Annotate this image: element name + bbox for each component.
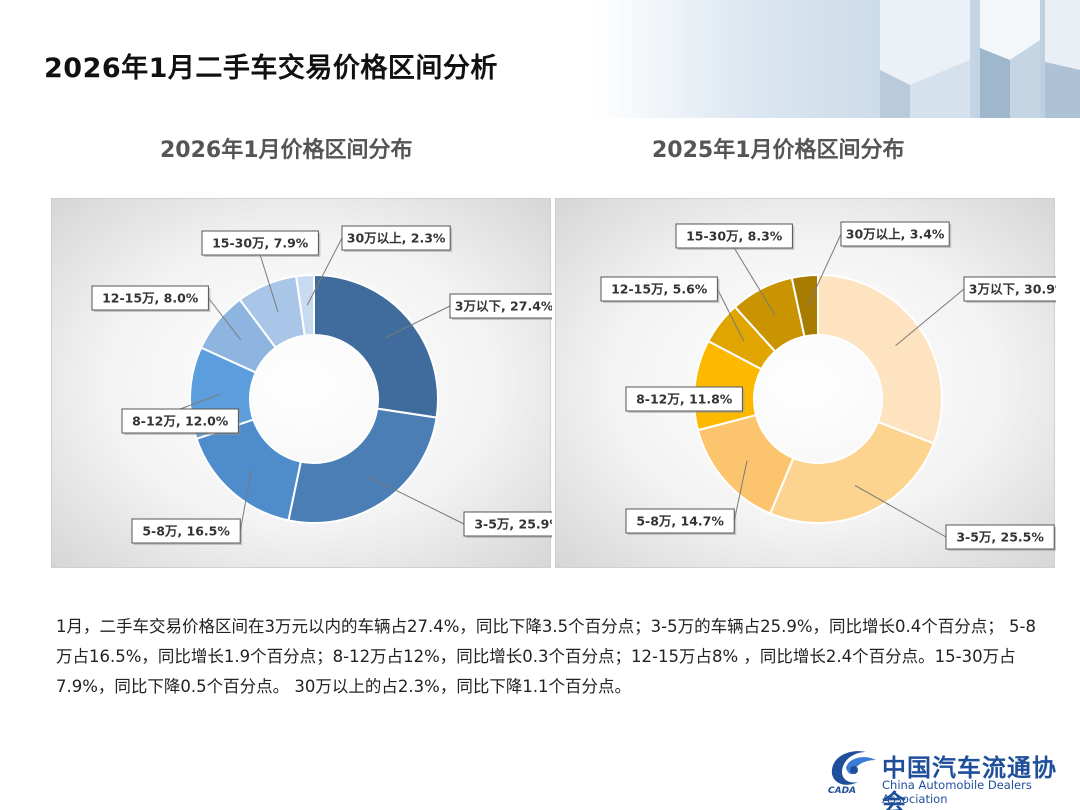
data-label-box-0-6 (341, 225, 451, 251)
page-title: 2026年1月二手车交易价格区间分析 (44, 53, 498, 84)
data-label-0-6: 30万以上, 2.3% (347, 231, 446, 246)
donut-slice-0-0 (313, 273, 439, 419)
data-label-1-6: 30万以上, 3.4% (846, 227, 945, 242)
data-label-box-0-5 (201, 230, 319, 256)
leader-line-1-1 (854, 484, 947, 538)
leader-line-0-1 (367, 475, 465, 525)
data-label-box-1-0 (963, 276, 1056, 302)
header-band: 2026年1月二手车交易价格区间分析 (0, 0, 1080, 118)
donut-slice-1-0 (817, 273, 943, 445)
data-label-0-2: 5-8万, 16.5% (142, 524, 230, 539)
data-label-1-1: 3-5万, 25.5% (956, 530, 1044, 545)
donut-chart-2025: 3万以下, 30.9% 3-5万, 25.5% 5-8万, 14.7% 8-12万, … (600, 221, 1056, 551)
donut-slice-0-6 (295, 273, 315, 337)
data-label-0-3: 8-12万, 12.0% (132, 414, 229, 429)
summary-text: 1月，二手车交易价格区间在3万元以内的车辆占27.4%，同比下降3.5个百分点；… (56, 617, 1036, 696)
data-label-box-0-1 (463, 511, 552, 537)
leader-line-1-6 (807, 233, 842, 306)
data-label-box-0-3 (121, 408, 239, 434)
data-label-0-1: 3-5万, 25.9% (474, 517, 552, 532)
leader-line-1-0 (895, 288, 965, 347)
donut-slice-1-1 (768, 420, 936, 524)
leader-line-0-3 (180, 393, 221, 410)
data-label-0-0: 3万以下, 27.4% (455, 299, 552, 314)
logo-name-cn: 中国汽车流通协会 (882, 753, 1057, 810)
donut-slice-1-6 (790, 273, 819, 338)
data-label-1-5: 15-30万, 8.3% (686, 229, 783, 244)
chart-panel-2025: 3万以下, 30.9% 3-5万, 25.5% 5-8万, 14.7% 8-12万, … (555, 198, 1056, 568)
chart-title-2026: 2026年1月价格区间分布 (160, 138, 413, 163)
data-label-box-1-3 (625, 386, 743, 412)
leader-line-0-4 (208, 297, 242, 341)
cada-logo-icon (831, 751, 876, 785)
chart-title-2025: 2025年1月价格区间分布 (652, 138, 905, 163)
data-label-1-0: 3万以下, 30.9% (969, 282, 1056, 297)
data-label-box-0-0 (449, 293, 552, 319)
leader-line-1-2 (733, 460, 748, 522)
data-label-box-0-4 (91, 285, 209, 311)
donut-chart-2026: 3万以下, 27.4% 3-5万, 25.9% 5-8万, 16.5% 8-12万, … (91, 225, 552, 545)
leader-line-1-5 (733, 247, 776, 316)
logo-abbreviation: CADA (828, 786, 857, 796)
data-label-box-1-1 (945, 524, 1055, 550)
chart-panel-2026: 3万以下, 27.4% 3-5万, 25.9% 5-8万, 16.5% 8-12万, … (51, 198, 552, 568)
cada-logo: CADA 中国汽车流通协会 China Automobile Dealers A… (824, 744, 1074, 810)
leader-line-0-2 (239, 469, 253, 532)
data-label-1-3: 8-12万, 11.8% (636, 392, 733, 407)
data-label-box-1-6 (840, 221, 950, 247)
donut-slice-0-1 (287, 407, 438, 524)
data-label-0-5: 15-30万, 7.9% (212, 236, 309, 251)
data-label-0-4: 12-15万, 8.0% (102, 291, 199, 306)
data-label-1-4: 12-15万, 5.6% (611, 282, 708, 297)
logo-name-en: China Automobile Dealers Association (882, 778, 1032, 806)
leader-line-0-6 (306, 237, 343, 306)
leader-line-0-5 (259, 254, 279, 313)
data-label-box-1-4 (600, 276, 718, 302)
data-label-box-1-5 (675, 223, 793, 249)
data-label-box-0-2 (131, 518, 241, 544)
leader-line-0-0 (385, 305, 451, 339)
header-decoration (880, 0, 1080, 118)
leader-line-1-4 (716, 288, 745, 342)
data-label-box-1-2 (625, 508, 735, 534)
data-label-1-2: 5-8万, 14.7% (636, 514, 724, 529)
